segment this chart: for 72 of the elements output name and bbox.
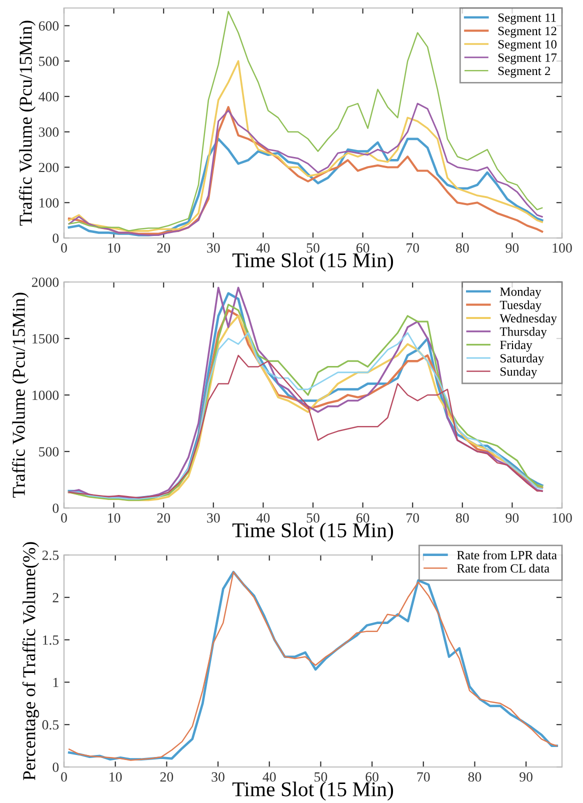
y-tick-label: 1.5: [43, 635, 59, 645]
x-tick-label: 50: [314, 772, 328, 782]
x-tick-label: 0: [61, 513, 67, 523]
y-axis-title: Traffic Volume (Pcu/15Min): [12, 292, 29, 498]
x-tick-label: 20: [160, 772, 174, 782]
x-axis-title: Time Slot (15 Min): [232, 252, 394, 272]
y-tick-label: 2.5: [42, 550, 59, 560]
y-axis-title: Traffic Volume (Pcu/15Min): [18, 20, 36, 226]
y-tick-label: 1: [53, 678, 58, 688]
legend-label: Thursday: [500, 327, 547, 338]
x-axis-title: Time Slot (15 Min): [232, 522, 394, 542]
y-tick-label: 1000: [32, 390, 59, 400]
x-tick-label: 10: [108, 513, 120, 523]
x-tick-label: 40: [262, 772, 276, 782]
y-tick-label: 0: [52, 234, 59, 243]
legend-label: Friday: [500, 340, 532, 352]
x-tick-label: 20: [157, 513, 170, 523]
y-tick-label: 400: [38, 92, 59, 102]
x-tick-label: 30: [207, 513, 220, 523]
legend-label: Rate from LPR data: [457, 550, 557, 560]
y-tick-label: 0.5: [42, 720, 59, 730]
x-tick-label: 50: [306, 243, 320, 253]
x-tick-label: 90: [506, 513, 519, 523]
legend-label: Tuesday: [500, 300, 542, 312]
x-tick-label: 80: [456, 243, 469, 253]
line-series: [68, 10, 543, 232]
x-tick-label: 70: [406, 243, 420, 253]
x-tick-label: 40: [256, 513, 270, 523]
x-tick-label: 20: [157, 243, 170, 253]
x-tick-label: 90: [506, 243, 519, 253]
x-tick-label: 70: [406, 513, 420, 523]
x-tick-label: 0: [61, 243, 67, 253]
x-axis-title: Time Slot (15 Min): [232, 782, 394, 801]
legend-label: Wednesday: [500, 314, 557, 326]
legend-label: Saturday: [500, 354, 544, 366]
x-tick-label: 10: [108, 243, 120, 253]
y-axis-title: Percentage of Traffic Volume(%): [22, 542, 39, 780]
y-tick-label: 0: [52, 504, 59, 513]
line-series: [68, 138, 544, 236]
x-tick-label: 80: [468, 772, 482, 782]
x-tick-label: 60: [356, 243, 370, 253]
x-tick-label: 70: [417, 772, 430, 782]
x-tick-label: 60: [366, 772, 378, 782]
x-tick-label: 40: [256, 243, 270, 253]
x-tick-label: 30: [207, 243, 220, 253]
y-tick-label: 2: [52, 593, 58, 602]
y-tick-label: 300: [38, 127, 59, 137]
legend-label: Segment 10: [498, 40, 557, 52]
x-tick-label: 90: [520, 772, 532, 782]
legend-label: Sunday: [500, 367, 538, 378]
y-tick-label: 200: [38, 162, 59, 172]
legend-label: Rate from CL data: [457, 564, 550, 573]
x-tick-label: 30: [212, 772, 224, 782]
legend-label: Segment 12: [498, 26, 556, 38]
y-tick-label: 600: [38, 21, 59, 31]
x-tick-label: 50: [306, 513, 320, 523]
legend-label: Segment 11: [498, 13, 556, 24]
x-tick-label: 100: [552, 513, 572, 523]
legend-label: Monday: [500, 287, 542, 298]
legend-label: Segment 17: [498, 53, 557, 64]
x-tick-label: 80: [456, 513, 469, 523]
y-tick-label: 0: [52, 762, 59, 772]
y-tick-label: 100: [40, 198, 59, 208]
y-tick-label: 500: [39, 447, 59, 456]
y-tick-label: 500: [39, 56, 59, 66]
y-tick-label: 1500: [32, 334, 59, 344]
legend-label: Segment 2: [498, 66, 550, 78]
x-tick-label: 0: [61, 772, 67, 782]
x-tick-label: 10: [110, 772, 122, 782]
y-tick-label: 2000: [32, 278, 59, 287]
x-tick-label: 100: [552, 243, 572, 253]
x-tick-label: 60: [356, 513, 370, 523]
